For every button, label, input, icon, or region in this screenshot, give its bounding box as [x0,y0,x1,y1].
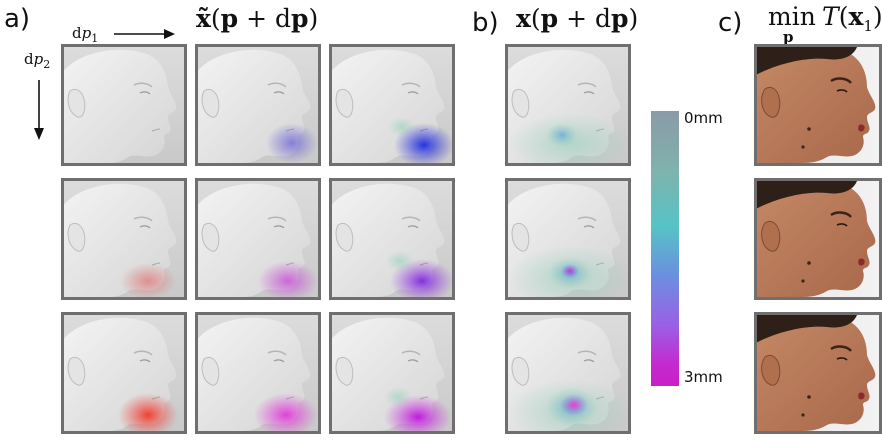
grid-a-cell-3-2 [195,312,321,434]
colorbar [651,111,679,386]
panel-a-label: a) [4,4,31,34]
down-arrow-icon [34,80,44,140]
axis-dp1-prefix: d [72,24,82,42]
grid-a-cell-2-1 [61,178,187,300]
axis-dp1-var: p [81,24,92,42]
panel-b-title-p: p [540,4,559,33]
panel-c-title-sub: p [783,28,794,46]
colorbar-top-label: 0mm [684,109,723,127]
panel-b-title-close: ) [628,4,639,33]
panel-a-title: x̃(p + dp) [196,4,318,33]
panel-c-title-min: min [768,2,816,31]
right-arrow-icon [114,29,175,39]
panel-c-label: c) [718,8,743,38]
panel-a-title-p: p [220,4,239,33]
grid-b-cell-1 [505,44,631,166]
grid-b-cell-3 [505,312,631,434]
panel-a-title-open: ( [210,4,221,33]
grid-a-cell-2-3 [329,178,455,300]
photo-c-1 [754,44,882,166]
axis-dp1-label: dp1 [72,24,98,45]
panel-b-title: x(p + dp) [516,4,638,33]
photo-c-2 [754,178,882,300]
panel-c-title-T: T [822,2,839,31]
panel-c-title-open: ( [838,2,849,31]
axis-dp2-label: dp2 [24,50,50,71]
axis-dp2-prefix: d [24,50,34,68]
grid-b-cell-2 [505,178,631,300]
panel-b-title-x: x [516,4,531,33]
grid-a-cell-1-2 [195,44,321,166]
grid-a-cell-1-1 [61,44,187,166]
axis-dp2-var: p [33,50,44,68]
panel-b-title-open: ( [530,4,541,33]
grid-a-cell-1-3 [329,44,455,166]
photo-c-3 [754,312,882,434]
axis-dp2-sub: 2 [43,58,51,71]
panel-a-title-p2: p [291,4,309,33]
panel-b-title-plus: + d [558,4,612,33]
panel-a-title-plus: + d [238,4,292,33]
grid-a-cell-2-2 [195,178,321,300]
panel-c-title-x-sub: 1 [863,17,873,35]
grid-a-cell-3-1 [61,312,187,434]
grid-a-cell-3-3 [329,312,455,434]
panel-c-title-x: x [848,2,864,31]
axis-dp1-sub: 1 [91,32,99,45]
panel-b-title-p2: p [611,4,629,33]
panel-a-title-tilde: x̃ [196,4,211,33]
panel-c-title-close: ) [872,2,882,31]
colorbar-bottom-label: 3mm [684,368,723,386]
panel-a-title-close: ) [308,4,319,33]
panel-b-label: b) [472,8,499,38]
